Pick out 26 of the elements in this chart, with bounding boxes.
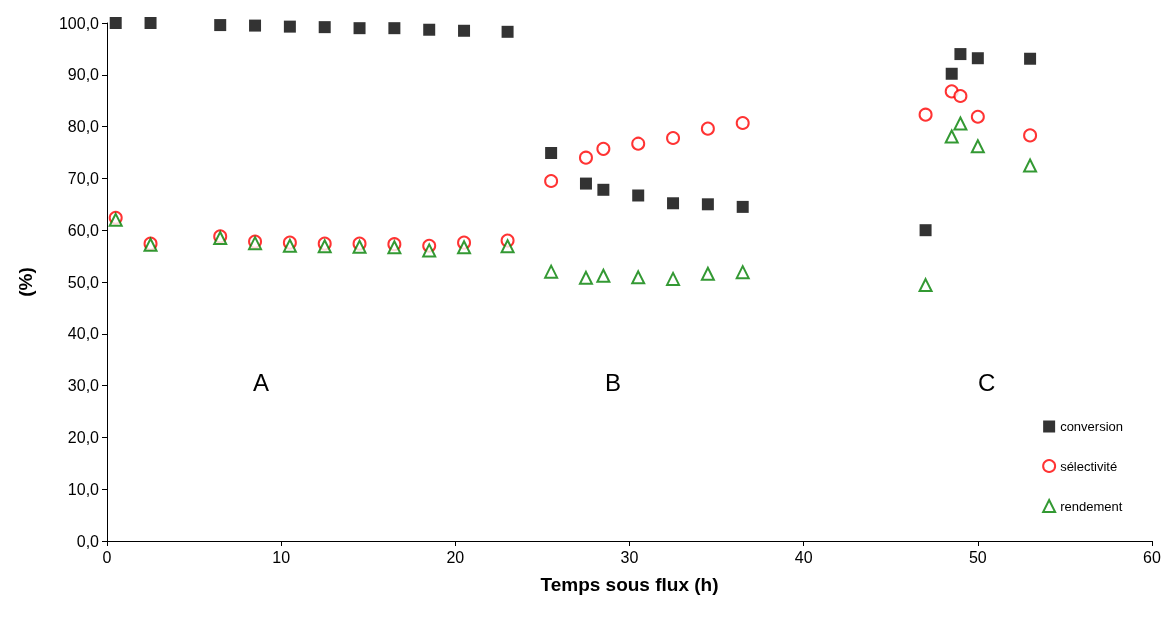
annotation: B [605, 368, 622, 396]
y-tick-label: 70,0 [67, 169, 100, 187]
y-tick-label: 60,0 [67, 221, 100, 239]
x-tick-label: 20 [446, 548, 465, 566]
x-axis-title: Temps sous flux (h) [540, 574, 719, 595]
y-tick-label: 100,0 [58, 14, 100, 32]
y-tick-label: 50,0 [67, 273, 100, 291]
annotation: C [978, 368, 996, 396]
y-tick-label: 90,0 [67, 66, 100, 84]
x-tick-label: 50 [968, 548, 987, 566]
y-tick-label: 20,0 [67, 428, 100, 446]
y-tick-label: 10,0 [67, 480, 100, 498]
y-axis-title: (%) [15, 267, 36, 297]
legend-label: rendement [1060, 498, 1123, 514]
y-tick-label: 80,0 [67, 118, 100, 136]
x-tick-label: 0 [102, 548, 112, 566]
y-tick-label: 0,0 [76, 532, 100, 550]
x-tick-label: 40 [794, 548, 813, 566]
y-tick-label: 30,0 [67, 377, 100, 395]
legend-label: sélectivité [1060, 458, 1118, 474]
legend-label: conversion [1060, 419, 1124, 434]
y-tick-label: 40,0 [67, 325, 100, 343]
x-tick-label: 60 [1143, 548, 1161, 566]
x-tick-label: 30 [620, 548, 639, 566]
x-tick-label: 10 [272, 548, 291, 566]
annotation: A [253, 368, 270, 396]
